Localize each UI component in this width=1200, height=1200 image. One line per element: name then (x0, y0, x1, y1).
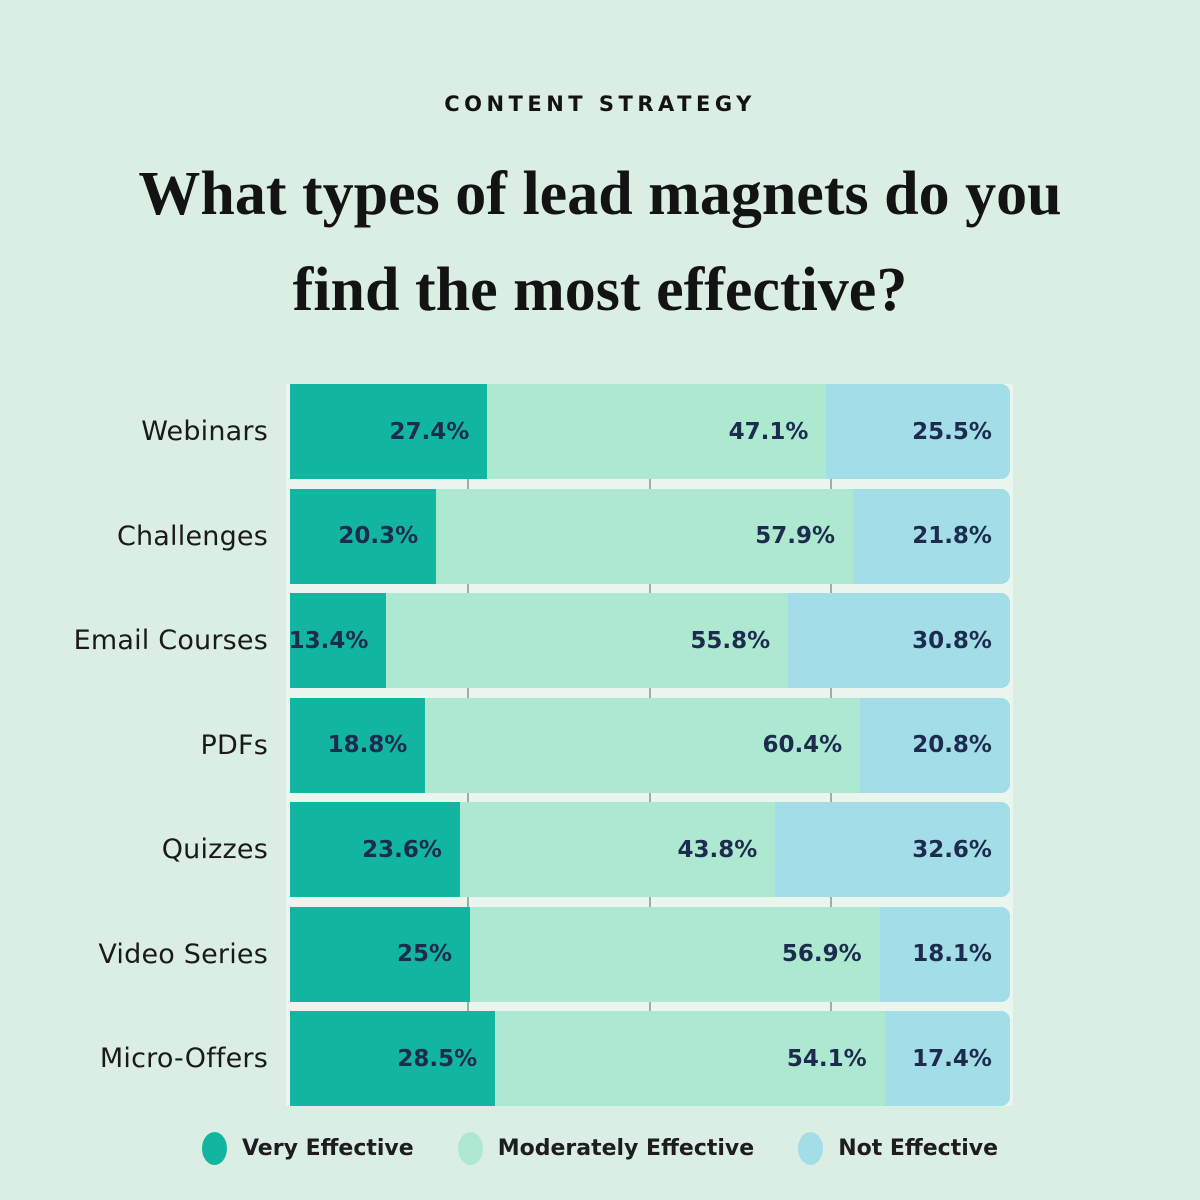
bar-row-email-courses: Email Courses 13.4% 55.8% 30.8% (73, 593, 1010, 688)
bar-row-pdfs: PDFs 18.8% 60.4% 20.8% (90, 697, 1010, 793)
value-label: 56.9% (781, 941, 862, 967)
segment-moderately-effective: 54.1% (495, 1011, 885, 1106)
chart-legend: Very Effective Moderately Effective Not Ef… (0, 1132, 1200, 1165)
segment-moderately-effective: 55.8% (386, 593, 789, 688)
segment-not-effective: 25.5% (826, 384, 1010, 479)
bar-row-micro-offers: Micro-Offers 28.5% 54.1% 17.4% (90, 1011, 1010, 1106)
bar-row-webinars: Webinars 27.4% 47.1% 25.5% (90, 384, 1010, 479)
value-label: 18.1% (912, 941, 992, 967)
segment-very-effective: 13.4% (288, 593, 387, 688)
page-title: What types of lead magnets do you find t… (0, 146, 1200, 338)
value-label: 43.8% (677, 836, 758, 863)
category-label-email-courses: Email Courses (73, 625, 268, 656)
bar-track-video-series: 25% 56.9% 18.1% (290, 906, 1010, 1002)
legend-dot-very-effective-icon (201, 1132, 227, 1165)
segment-moderately-effective: 47.1% (487, 384, 827, 479)
bar-track-challenges: 20.3% 57.9% 21.8% (290, 488, 1010, 584)
value-label: 18.8% (327, 732, 408, 758)
value-label: 25% (396, 941, 452, 967)
legend-dot-not-effective-icon (798, 1132, 824, 1165)
segment-not-effective: 18.1% (879, 906, 1010, 1002)
bar-track-micro-offers: 28.5% 54.1% 17.4% (290, 1011, 1010, 1106)
value-label: 23.6% (362, 836, 442, 863)
value-label: 25.5% (912, 418, 992, 445)
legend-item-not-effective: Not Effective (798, 1132, 998, 1165)
segment-very-effective: 18.8% (290, 697, 426, 793)
category-label-webinars: Webinars (141, 416, 268, 447)
value-label: 21.8% (912, 523, 992, 549)
segment-moderately-effective: 56.9% (470, 906, 880, 1002)
segment-not-effective: 17.4% (884, 1011, 1010, 1106)
value-label: 20.8% (912, 732, 992, 758)
bar-track-quizzes: 23.6% 43.8% 32.6% (290, 802, 1010, 897)
segment-not-effective: 20.8% (860, 697, 1010, 793)
category-label-challenges: Challenges (116, 520, 268, 552)
legend-dot-moderately-effective-icon (457, 1132, 483, 1165)
segment-not-effective: 30.8% (788, 593, 1010, 688)
legend-label: Very Effective (241, 1136, 414, 1161)
title-line-2: find the most effective? (292, 256, 908, 324)
legend-item-moderately-effective: Moderately Effective (457, 1132, 755, 1165)
bar-row-video-series: Video Series 25% 56.9% 18.1% (90, 906, 1010, 1002)
bar-row-quizzes: Quizzes 23.6% 43.8% 32.6% (90, 802, 1010, 897)
category-label-pdfs: PDFs (200, 729, 268, 761)
segment-not-effective: 21.8% (853, 488, 1010, 584)
category-label-video-series: Video Series (98, 938, 268, 970)
legend-label: Not Effective (838, 1136, 999, 1161)
segment-moderately-effective: 43.8% (459, 802, 776, 897)
value-label: 47.1% (728, 418, 809, 445)
bar-track-webinars: 27.4% 47.1% 25.5% (290, 384, 1010, 479)
bar-track-pdfs: 18.8% 60.4% 20.8% (290, 697, 1010, 793)
legend-label: Moderately Effective (497, 1136, 755, 1161)
value-label: 28.5% (397, 1045, 478, 1072)
legend-item-very-effective: Very Effective (201, 1132, 414, 1165)
segment-very-effective: 23.6% (290, 802, 460, 897)
bar-row-challenges: Challenges 20.3% 57.9% 21.8% (90, 488, 1010, 584)
title-line-1: What types of lead magnets do you (138, 160, 1062, 228)
category-label-micro-offers: Micro-Offers (99, 1043, 268, 1074)
segment-very-effective: 20.3% (290, 488, 437, 584)
segment-very-effective: 27.4% (290, 384, 488, 479)
value-label: 27.4% (389, 418, 470, 445)
segment-very-effective: 28.5% (290, 1011, 496, 1106)
value-label: 57.9% (755, 523, 836, 549)
segment-not-effective: 32.6% (775, 802, 1010, 897)
value-label: 55.8% (690, 627, 771, 654)
eyebrow-label: CONTENT STRATEGY (444, 92, 756, 116)
bar-track-email-courses: 13.4% 55.8% 30.8% (288, 593, 1010, 688)
value-label: 20.3% (338, 523, 419, 549)
value-label: 17.4% (912, 1045, 992, 1072)
value-label: 60.4% (762, 732, 843, 758)
value-label: 54.1% (786, 1045, 867, 1072)
value-label: 13.4% (288, 627, 369, 654)
segment-moderately-effective: 57.9% (436, 488, 854, 584)
category-label-quizzes: Quizzes (161, 834, 268, 865)
segment-very-effective: 25% (290, 906, 470, 1002)
value-label: 30.8% (912, 627, 992, 654)
stacked-bar-chart: Webinars 27.4% 47.1% 25.5% Challenges 20.3% 57… (73, 384, 1010, 1106)
segment-moderately-effective: 60.4% (425, 697, 861, 793)
value-label: 32.6% (912, 836, 992, 863)
